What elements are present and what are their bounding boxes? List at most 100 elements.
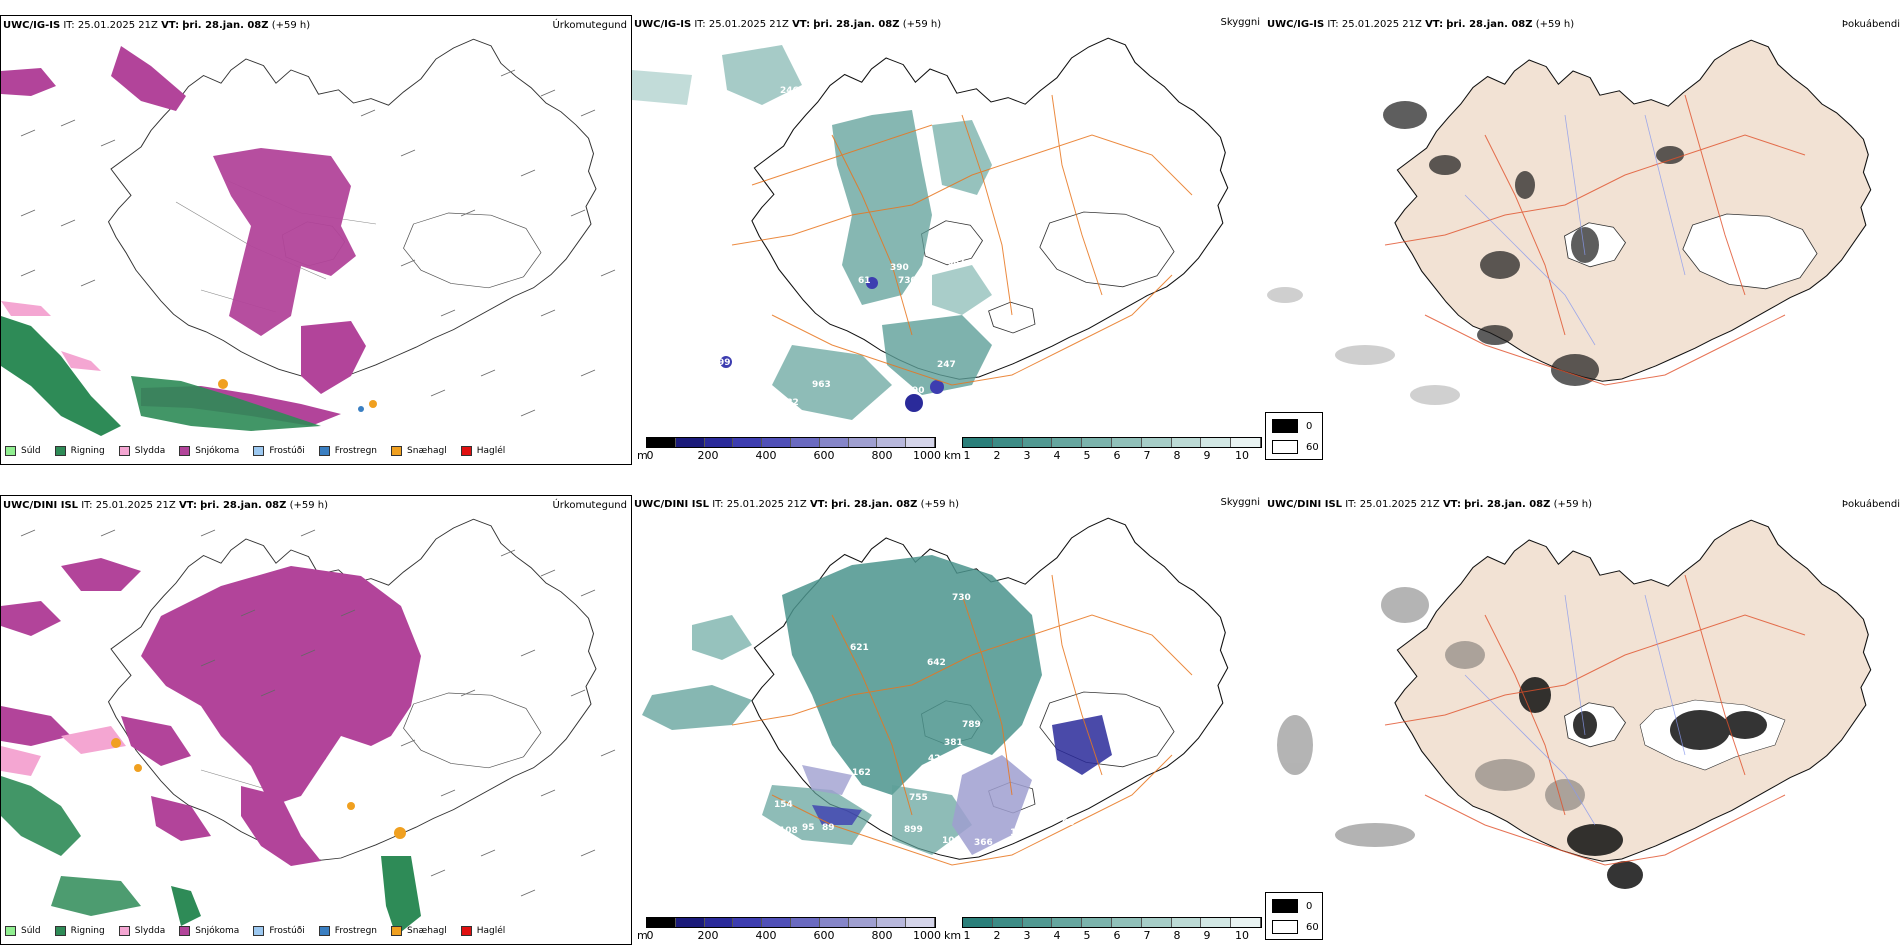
panel-title: Þokuábendi	[1841, 19, 1900, 30]
colorbar-tick: 800	[871, 929, 893, 942]
colorbar-tick: 6	[1113, 449, 1121, 462]
panel-title: Þokuábendi	[1841, 499, 1900, 510]
legend-item: Haglél	[460, 922, 505, 940]
legend-swatch	[391, 446, 403, 456]
colorbar-tick: 2	[993, 449, 1001, 462]
ceiling-label: 730	[898, 276, 917, 286]
legend-swatch	[318, 926, 330, 936]
ceiling-label: 229	[738, 568, 757, 578]
panel-header: UWC/IG-IS IT: 25.01.2025 21Z VT: þri. 28…	[1267, 19, 1575, 30]
colorbar-tick: 5	[1083, 929, 1091, 942]
precip-map	[1, 518, 616, 936]
colorbar-tick: 3	[1023, 449, 1031, 462]
fog-map	[1277, 519, 1872, 889]
colorbar-tick: 200	[697, 929, 719, 942]
precip-type-panel-dini: UWC/DINI ISL IT: 25.01.2025 21Z VT: þri.…	[0, 495, 632, 945]
ceiling-label: 482	[780, 398, 799, 408]
colorbar-tick: 200	[697, 449, 719, 462]
legend-swatch	[253, 926, 265, 936]
fog-legend: 0 60	[1265, 892, 1323, 940]
ceiling-label: 61	[858, 276, 871, 286]
ceiling-label: 621	[850, 643, 869, 653]
colorbar-tick: 10	[1235, 449, 1249, 462]
panel-header: UWC/IG-IS IT: 25.01.2025 21Z VT: þri. 28…	[3, 20, 311, 31]
legend-swatch	[460, 446, 472, 456]
colorbar-tick: 800	[871, 449, 893, 462]
ceiling-label: 471	[1012, 750, 1031, 760]
panel-header: UWC/IG-IS IT: 25.01.2025 21Z VT: þri. 28…	[634, 19, 942, 30]
ceiling-label: 120	[907, 868, 926, 878]
colorbar-tick: 10	[1235, 929, 1249, 942]
colorbar-tick: 1000	[913, 929, 941, 942]
colorbar-tick: 1000	[913, 449, 941, 462]
ceiling-label: 173	[1007, 880, 1026, 890]
legend-item: Rigning	[54, 922, 105, 940]
legend-swatch	[179, 926, 191, 936]
colorbar-unit: km	[944, 929, 962, 942]
legend-swatch	[118, 446, 130, 456]
ceiling-colorbar	[646, 917, 936, 928]
ceiling-label: 424	[928, 754, 947, 764]
ceiling-label: 154	[774, 800, 793, 810]
visibility-map: 730 621 642 965 789 471 381 424 162 755 …	[642, 517, 1229, 890]
ceiling-label: 90	[912, 386, 925, 396]
colorbar-unit: m	[637, 929, 648, 942]
visibility-colorbar	[962, 437, 1262, 448]
ceiling-label: 246	[780, 86, 799, 96]
legend-swatch	[391, 926, 403, 936]
ceiling-label: 366	[974, 838, 993, 848]
legend-swatch	[318, 446, 330, 456]
panel-title: Úrkomutegund	[552, 500, 627, 511]
fog-legend-item: 60	[1272, 920, 1319, 934]
colorbar-unit: km	[944, 449, 962, 462]
ceiling-label: 13	[1010, 828, 1023, 838]
ceiling-colorbar	[646, 437, 936, 448]
visibility-map: 246 390 681 730 61 247 90 963 482 99 61 …	[632, 37, 1229, 420]
visibility-colorbar-labels: km 1 2 3 4 5 6 7 8 9 10	[942, 929, 1262, 943]
colorbar-tick: 400	[755, 929, 777, 942]
precip-type-legend: Súld Rigning Slydda Snjókoma Frostúði Fr…	[5, 442, 519, 460]
colorbar-tick: 400	[755, 449, 777, 462]
ceiling-label: 61	[937, 395, 950, 405]
colorbar-tick: 2	[993, 929, 1001, 942]
legend-item: Súld	[5, 442, 41, 460]
legend-swatch	[179, 446, 191, 456]
ceiling-label: 730	[952, 593, 971, 603]
colorbar-tick: 600	[813, 449, 835, 462]
legend-swatch	[54, 926, 66, 936]
colorbar-tick: 0	[646, 449, 654, 462]
ceiling-label: 390	[890, 263, 909, 273]
ceiling-label: 247	[937, 360, 956, 370]
visibility-colorbar	[962, 917, 1262, 928]
fog-map	[1267, 39, 1872, 405]
panel-header: UWC/DINI ISL IT: 25.01.2025 21Z VT: þri.…	[3, 500, 329, 511]
legend-item: Snjókoma	[179, 442, 239, 460]
panel-header: UWC/DINI ISL IT: 25.01.2025 21Z VT: þri.…	[1267, 499, 1593, 510]
ceiling-label: 101	[942, 836, 961, 846]
legend-item: Frostregn	[318, 442, 377, 460]
colorbar-tick: 600	[813, 929, 835, 942]
colorbar-tick: 7	[1143, 449, 1151, 462]
fog-index-panel-dini: UWC/DINI ISL IT: 25.01.2025 21Z VT: þri.…	[1265, 495, 1900, 945]
panel-header: UWC/DINI ISL IT: 25.01.2025 21Z VT: þri.…	[634, 499, 960, 510]
legend-item: Frostúði	[253, 922, 305, 940]
fog-legend-item: 0	[1272, 419, 1312, 433]
panel-title: Úrkomutegund	[552, 20, 627, 31]
legend-item: Slydda	[118, 922, 165, 940]
colorbar-tick: 8	[1173, 929, 1181, 942]
legend-item: Snjókoma	[179, 922, 239, 940]
legend-item: Frostúði	[253, 442, 305, 460]
ceiling-label: 681	[947, 258, 966, 268]
colorbar-tick: 7	[1143, 929, 1151, 942]
legend-item: Frostregn	[318, 922, 377, 940]
visibility-ceiling-panel-igis: UWC/IG-IS IT: 25.01.2025 21Z VT: þri. 28…	[632, 15, 1262, 465]
legend-item: Rigning	[54, 442, 105, 460]
ceiling-label: 381	[944, 738, 963, 748]
precip-map	[1, 38, 616, 436]
ceiling-label: 789	[962, 720, 981, 730]
colorbar-tick: 1	[963, 449, 971, 462]
colorbar-unit: m	[637, 449, 648, 462]
panel-title: Skyggni	[1220, 17, 1260, 28]
colorbar-tick: 0	[646, 929, 654, 942]
legend-swatch	[253, 446, 265, 456]
